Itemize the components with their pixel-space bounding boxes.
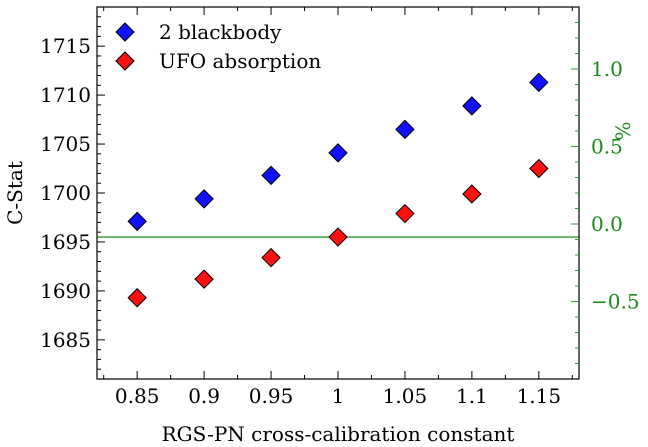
data-point-2-blackbody <box>261 165 281 186</box>
y2-tick-label: 0.5 <box>591 135 623 159</box>
right-y-axis-label: % <box>611 121 635 140</box>
x-tick-label: 1.1 <box>456 384 488 408</box>
legend-marker-2-blackbody <box>115 22 135 42</box>
y2-tick-label: −0.5 <box>591 290 640 314</box>
y-tick-label: 1685 <box>40 328 91 352</box>
x-tick-label: 0.9 <box>188 384 220 408</box>
data-point-ufo-absorption <box>261 247 281 268</box>
data-point-ufo-absorption <box>462 184 482 204</box>
y-tick-label: 1690 <box>40 279 91 303</box>
x-tick-label: 1 <box>332 384 345 408</box>
data-point-ufo-absorption <box>328 227 348 247</box>
y-tick-label: 1710 <box>40 83 91 107</box>
y-axis-label: C-Stat <box>3 161 27 225</box>
data-point-2-blackbody <box>529 72 549 93</box>
y2-tick-label: 1.0 <box>591 57 623 81</box>
data-point-2-blackbody <box>194 189 214 209</box>
data-point-2-blackbody <box>127 211 147 232</box>
legend-label-ufo-absorption: UFO absorption <box>159 49 321 73</box>
data-point-ufo-absorption <box>127 288 147 308</box>
x-tick-label: 1.05 <box>383 384 428 408</box>
data-point-2-blackbody <box>395 119 415 140</box>
x-axis-label: RGS-PN cross-calibration constant <box>162 422 515 446</box>
data-point-ufo-absorption <box>194 269 214 289</box>
y-tick-label: 1705 <box>40 132 91 156</box>
y-tick-label: 1700 <box>40 181 91 205</box>
data-point-ufo-absorption <box>529 158 549 179</box>
legend-label-2-blackbody: 2 blackbody <box>159 20 282 44</box>
data-point-2-blackbody <box>328 143 348 163</box>
y-tick-label: 1715 <box>40 34 91 58</box>
x-tick-label: 0.95 <box>249 384 294 408</box>
y-tick-label: 1695 <box>40 230 91 254</box>
data-point-ufo-absorption <box>395 203 415 224</box>
data-point-2-blackbody <box>462 96 482 116</box>
y2-tick-label: 0.0 <box>591 212 623 236</box>
legend: 2 blackbody UFO absorption <box>115 20 321 73</box>
x-tick-label: 1.15 <box>517 384 562 408</box>
legend-marker-ufo-absorption <box>115 51 135 71</box>
x-tick-label: 0.85 <box>115 384 160 408</box>
